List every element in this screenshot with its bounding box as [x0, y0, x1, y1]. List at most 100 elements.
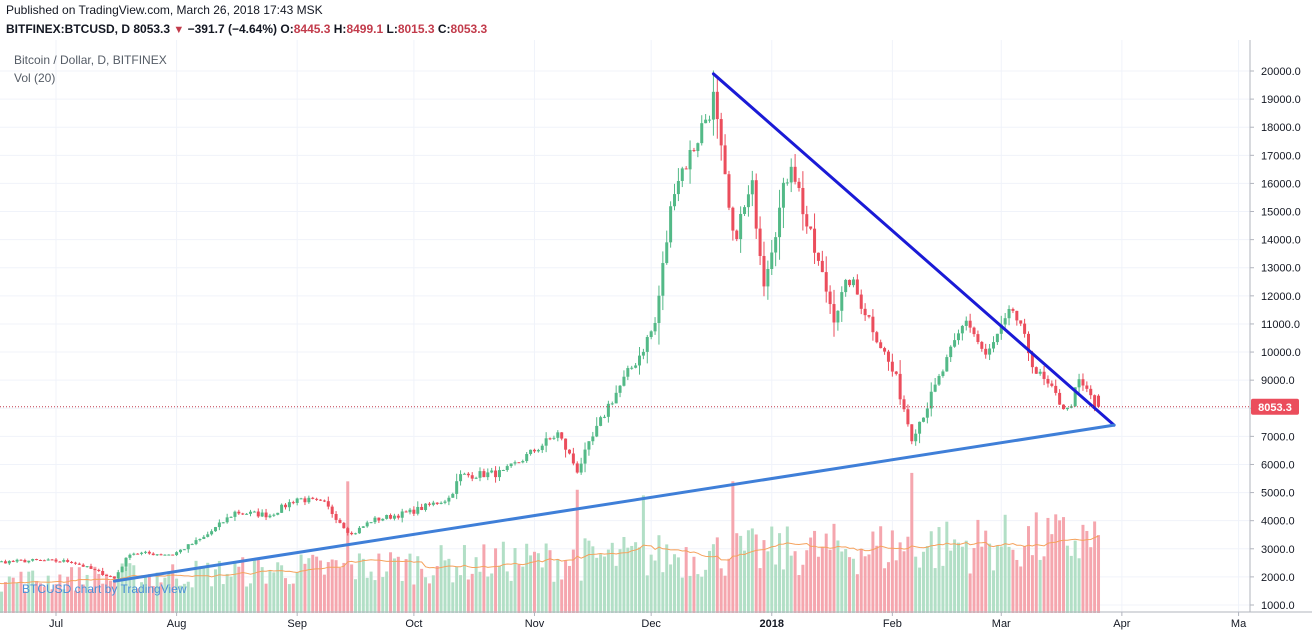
candle-body — [252, 511, 256, 513]
candle-body — [373, 517, 377, 523]
candle-body — [1034, 367, 1038, 374]
candle-body — [264, 512, 268, 518]
candle-body — [661, 263, 665, 296]
volume-bar — [326, 562, 330, 613]
candle-body — [863, 308, 867, 316]
candle-body — [198, 539, 202, 541]
volume-bar — [1058, 520, 1062, 613]
volume-bar — [124, 567, 128, 613]
candle-body — [715, 91, 719, 120]
candle-body — [1058, 392, 1062, 405]
candle-body — [3, 561, 7, 564]
candle-body — [482, 471, 486, 478]
volume-bar — [198, 566, 202, 613]
volume-bar — [1023, 546, 1027, 613]
volume-bar — [299, 554, 303, 613]
trendline — [711, 72, 1116, 427]
candle-body — [638, 355, 641, 366]
candles — [0, 70, 1101, 580]
price-axis[interactable]: 1000.0 2000.0 3000.0 4000.0 5000.0 6000.0 7000… — [1250, 66, 1301, 612]
candle-body — [591, 436, 595, 442]
candle-body — [529, 449, 533, 455]
trendlines[interactable] — [112, 72, 1116, 583]
candle-body — [392, 515, 396, 519]
volume-bar — [143, 575, 147, 613]
series-legend[interactable]: Bitcoin / Dollar, D, BITFINEX — [14, 53, 167, 67]
volume-bar — [1097, 535, 1101, 613]
volume-bar — [894, 560, 898, 613]
volume-bar — [233, 563, 237, 613]
volume-bar — [816, 556, 820, 613]
candle-body — [420, 506, 424, 510]
candle-body — [50, 559, 54, 561]
volume-bar — [1050, 534, 1054, 613]
candle-body — [225, 517, 229, 523]
candle-body — [455, 481, 459, 494]
candle-body — [1007, 308, 1011, 319]
volume-bar — [902, 551, 906, 613]
candle-body — [249, 511, 252, 514]
candle-body — [793, 166, 797, 182]
volume-bar — [758, 568, 762, 613]
volume-bar — [315, 556, 319, 613]
candle-body — [991, 342, 995, 349]
volume-bar — [451, 582, 455, 613]
plot-area[interactable] — [0, 40, 1250, 612]
candle-body — [334, 514, 338, 520]
volume-bar — [556, 558, 560, 613]
candle-body — [280, 504, 284, 513]
volume-bar — [1093, 521, 1097, 613]
candle-body — [178, 549, 182, 553]
volume-legend[interactable]: Vol (20) — [14, 71, 55, 85]
volume-bars — [0, 472, 1101, 613]
volume-bar — [447, 558, 451, 613]
volume-bar — [1073, 540, 1077, 613]
candle-body — [859, 294, 863, 309]
candle-body — [451, 493, 455, 498]
volume-bar — [427, 583, 431, 613]
time-axis[interactable]: Jul Aug Sep Oct Nov Dec 2018 Feb Mar Apr Ma — [49, 612, 1247, 630]
volume-bar — [319, 560, 323, 613]
volume-bar — [89, 589, 93, 613]
candle-body — [190, 544, 194, 546]
candle-body — [766, 268, 770, 287]
x-tick-label: Jul — [49, 618, 63, 630]
candle-body — [968, 320, 972, 328]
volume-bar — [665, 544, 669, 613]
volume-bar — [73, 590, 77, 613]
volume-bar — [540, 567, 544, 613]
candle-body — [77, 563, 81, 565]
candle-body — [727, 174, 731, 208]
volume-bar — [828, 549, 832, 613]
tradingview-watermark[interactable]: BTCUSD chart by TradingView — [22, 582, 187, 596]
candle-body — [552, 437, 556, 439]
volume-bar — [373, 580, 377, 613]
candle-body — [657, 295, 661, 323]
candle-body — [284, 504, 288, 508]
volume-bar — [735, 533, 739, 613]
candle-body — [439, 502, 443, 504]
volume-bar — [490, 573, 494, 613]
volume-bar — [980, 546, 984, 613]
candle-body — [809, 226, 813, 229]
volume-bar — [859, 548, 863, 613]
candle-body — [217, 522, 221, 528]
volume-bar — [186, 581, 190, 613]
candle-body — [684, 168, 688, 170]
volume-bar — [7, 576, 11, 613]
candle-body — [925, 408, 929, 418]
y-tick-label: 17000.0 — [1261, 150, 1301, 162]
volume-bar — [684, 547, 688, 613]
volume-bar — [354, 579, 358, 613]
candle-body — [1023, 323, 1027, 334]
candle-body — [630, 367, 634, 369]
volume-bar — [661, 572, 665, 613]
volume-bar — [1007, 546, 1011, 613]
candle-body — [171, 554, 175, 556]
candle-body — [886, 351, 890, 362]
candle-body — [1015, 310, 1019, 321]
volume-bar — [171, 564, 175, 613]
volume-bar — [525, 543, 529, 613]
candle-body — [937, 375, 941, 385]
